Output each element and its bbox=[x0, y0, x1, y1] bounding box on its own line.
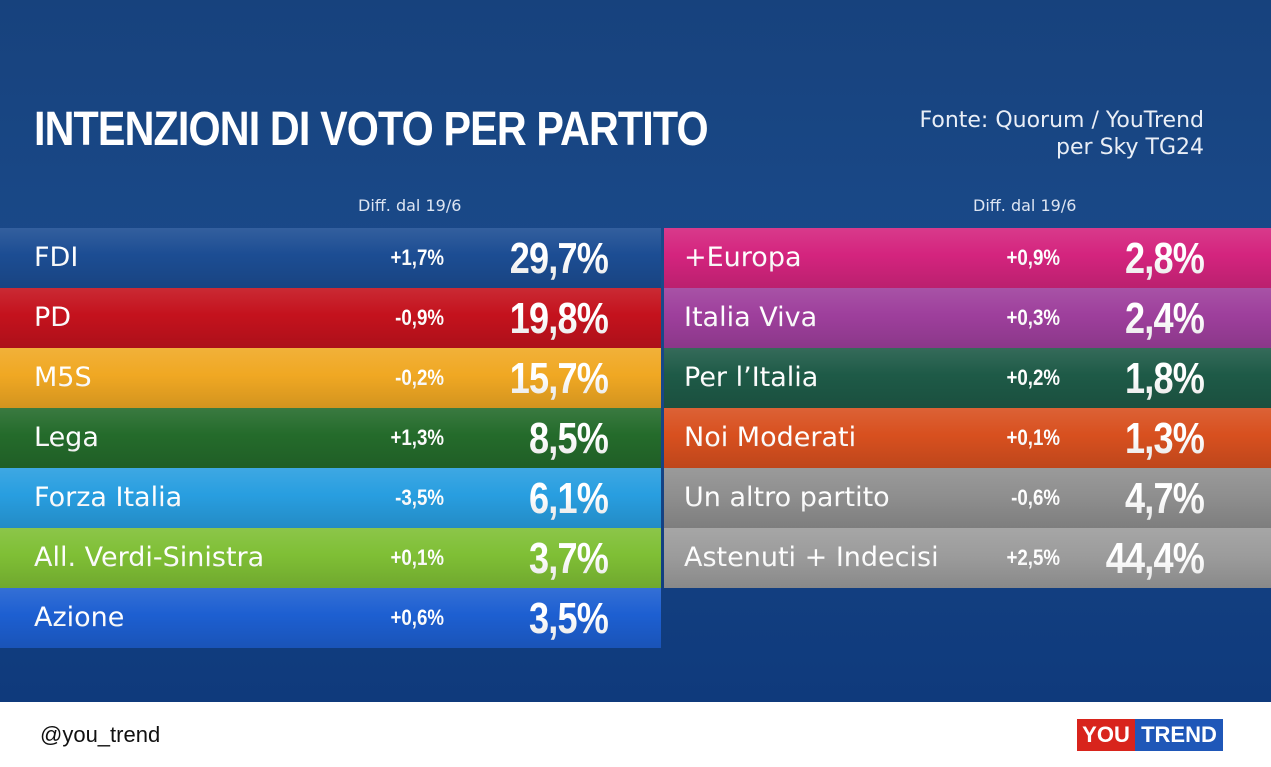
logo-you: YOU bbox=[1077, 719, 1135, 751]
party-row: Astenuti + Indecisi +2,5% 44,4% bbox=[664, 528, 1271, 588]
party-value: 4,7% bbox=[1125, 474, 1205, 523]
party-row: Forza Italia -3,5% 6,1% bbox=[0, 468, 661, 528]
party-column-left: FDI +1,7% 29,7% PD -0,9% 19,8% M5S -0,2% 15,7% Le… bbox=[0, 228, 661, 648]
party-name: Italia Viva bbox=[684, 302, 818, 333]
party-diff: +0,6% bbox=[390, 605, 444, 630]
party-row: PD -0,9% 19,8% bbox=[0, 288, 661, 348]
chart-title: INTENZIONI DI VOTO PER PARTITO bbox=[34, 103, 709, 156]
party-name: +Europa bbox=[684, 242, 802, 273]
youtrend-logo: YOU TREND bbox=[1077, 719, 1223, 751]
party-diff: +1,3% bbox=[390, 425, 444, 450]
diff-header-right: Diff. dal 19/6 bbox=[973, 196, 1077, 215]
party-row: Lega +1,3% 8,5% bbox=[0, 408, 661, 468]
logo-trend: TREND bbox=[1135, 719, 1223, 751]
party-diff: +0,9% bbox=[1006, 245, 1060, 270]
party-name: PD bbox=[34, 302, 72, 333]
party-diff: +2,5% bbox=[1006, 545, 1060, 570]
chart-panel: INTENZIONI DI VOTO PER PARTITO Fonte: Qu… bbox=[0, 0, 1271, 702]
party-row: Per l’Italia +0,2% 1,8% bbox=[664, 348, 1271, 408]
party-diff: +0,2% bbox=[1006, 365, 1060, 390]
party-value: 8,5% bbox=[529, 414, 609, 463]
party-name: Per l’Italia bbox=[684, 362, 819, 393]
party-value: 2,4% bbox=[1125, 294, 1205, 343]
party-row: Azione +0,6% 3,5% bbox=[0, 588, 661, 648]
party-value: 6,1% bbox=[529, 474, 609, 523]
party-name: Astenuti + Indecisi bbox=[684, 542, 939, 573]
party-name: Lega bbox=[34, 422, 99, 453]
party-row: Italia Viva +0,3% 2,4% bbox=[664, 288, 1271, 348]
party-column-right: +Europa +0,9% 2,8% Italia Viva +0,3% 2,4% Per … bbox=[664, 228, 1271, 588]
party-value: 29,7% bbox=[509, 234, 609, 283]
party-name: Un altro partito bbox=[684, 482, 890, 513]
party-diff: -0,6% bbox=[1011, 485, 1060, 510]
party-diff: -0,9% bbox=[395, 305, 444, 330]
source-line-1: Fonte: Quorum / YouTrend bbox=[919, 108, 1204, 133]
party-row: M5S -0,2% 15,7% bbox=[0, 348, 661, 408]
party-value: 1,3% bbox=[1125, 414, 1205, 463]
party-diff: -0,2% bbox=[395, 365, 444, 390]
party-value: 44,4% bbox=[1105, 534, 1205, 583]
party-row: +Europa +0,9% 2,8% bbox=[664, 228, 1271, 288]
party-row: Noi Moderati +0,1% 1,3% bbox=[664, 408, 1271, 468]
party-name: Azione bbox=[34, 602, 125, 633]
party-name: M5S bbox=[34, 362, 92, 393]
twitter-handle: @you_trend bbox=[40, 722, 161, 747]
party-name: All. Verdi-Sinistra bbox=[34, 542, 265, 573]
party-diff: +0,1% bbox=[390, 545, 444, 570]
party-value: 1,8% bbox=[1125, 354, 1205, 403]
party-name: FDI bbox=[34, 242, 79, 273]
party-value: 15,7% bbox=[509, 354, 609, 403]
party-row: All. Verdi-Sinistra +0,1% 3,7% bbox=[0, 528, 661, 588]
party-diff: +0,3% bbox=[1006, 305, 1060, 330]
source-line-2: per Sky TG24 bbox=[1056, 135, 1204, 160]
party-diff: +1,7% bbox=[390, 245, 444, 270]
party-value: 3,7% bbox=[529, 534, 609, 583]
party-value: 3,5% bbox=[529, 594, 609, 643]
party-diff: -3,5% bbox=[395, 485, 444, 510]
party-diff: +0,1% bbox=[1006, 425, 1060, 450]
diff-header-left: Diff. dal 19/6 bbox=[358, 196, 462, 215]
party-value: 2,8% bbox=[1125, 234, 1205, 283]
party-row: FDI +1,7% 29,7% bbox=[0, 228, 661, 288]
party-name: Noi Moderati bbox=[684, 422, 857, 453]
party-row: Un altro partito -0,6% 4,7% bbox=[664, 468, 1271, 528]
source-note: Fonte: Quorum / YouTrend per Sky TG24 bbox=[919, 107, 1204, 161]
party-name: Forza Italia bbox=[34, 482, 183, 513]
party-value: 19,8% bbox=[509, 294, 609, 343]
